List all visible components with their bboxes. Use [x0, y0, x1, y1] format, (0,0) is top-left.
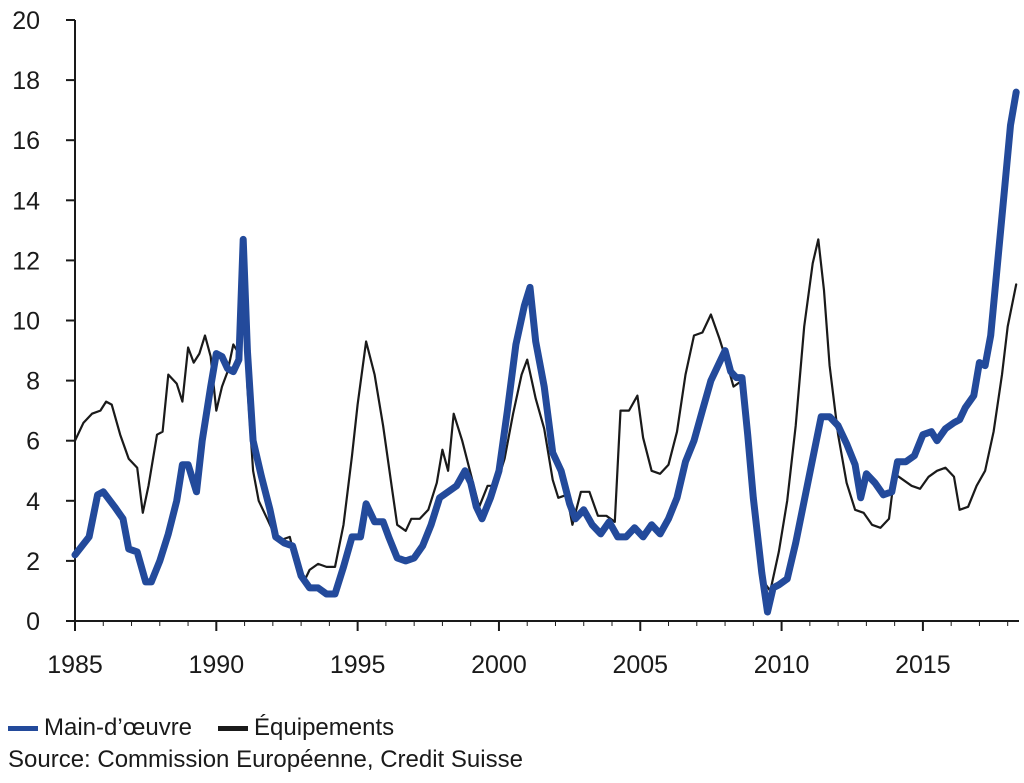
legend-label-equipements: Équipements	[254, 714, 395, 741]
x-tick-label: 2000	[471, 651, 527, 679]
line-chart: 0 2 4 6 8 10 12 14 16 18 20 1985 1990 1995 2000 2005 201…	[12, 7, 1020, 679]
y-tick-label: 20	[12, 7, 40, 35]
y-tick-label: 12	[12, 247, 40, 275]
y-tick-label: 10	[12, 308, 40, 336]
series-line-main-doeuvre	[71, 88, 1020, 616]
x-tick-label: 2010	[754, 651, 810, 679]
x-tick-label: 2015	[895, 651, 951, 679]
x-tick-label: 1990	[189, 651, 245, 679]
x-tick-label: 1985	[47, 651, 103, 679]
x-tick-label: 2005	[612, 651, 668, 679]
y-tick-label: 0	[26, 608, 40, 636]
legend-swatch-equipements	[218, 725, 249, 731]
legend-swatch-main-doeuvre	[8, 725, 38, 731]
y-tick-label: 16	[12, 127, 40, 155]
legend-label-main-doeuvre: Main-d’œuvre	[44, 714, 193, 741]
legend-item-equipements: Équipements	[218, 714, 394, 742]
y-tick-label: 6	[26, 428, 40, 456]
y-tick-label: 8	[26, 368, 40, 396]
y-tick-label: 2	[26, 548, 40, 576]
series-line-equipements	[73, 238, 1018, 593]
source-note: Source: Commission Européenne, Credit Su…	[8, 746, 523, 773]
legend: Main-d’œuvre Équipements	[8, 714, 420, 742]
y-tick-label: 4	[26, 488, 40, 516]
y-tick-label: 18	[12, 67, 40, 95]
y-tick-label: 14	[12, 187, 40, 215]
legend-item-main-doeuvre: Main-d’œuvre	[8, 714, 192, 742]
chart-axes: 0 2 4 6 8 10 12 14 16 18 20 1985 1990 1995 2000 2005 201…	[12, 7, 1019, 679]
x-tick-label: 1995	[330, 651, 386, 679]
chart-series	[71, 88, 1020, 616]
